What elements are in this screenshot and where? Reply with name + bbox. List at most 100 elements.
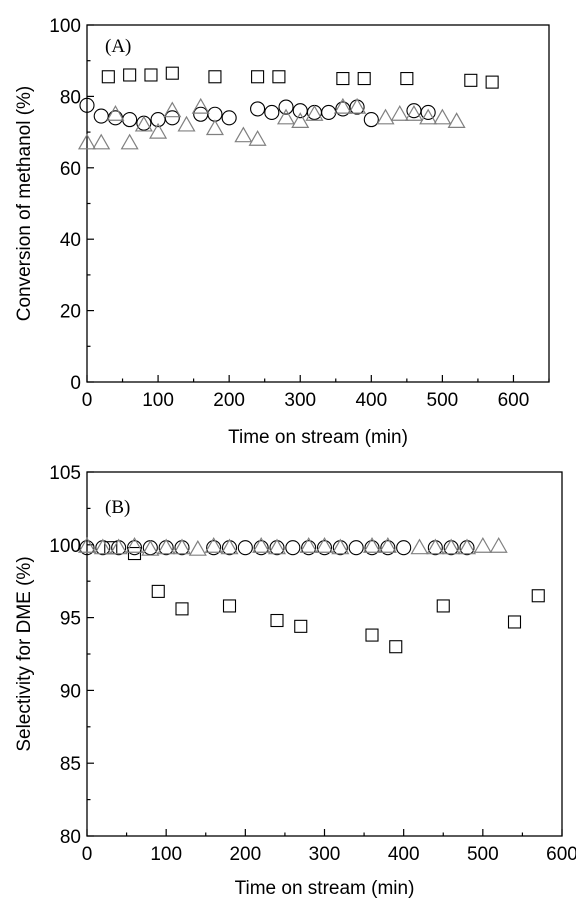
triangle-marker xyxy=(191,97,210,114)
circle-marker xyxy=(301,540,317,556)
triangle-marker xyxy=(248,130,267,146)
y-tick-label: 60 xyxy=(60,159,81,180)
triangle-marker xyxy=(315,537,334,553)
panel-b: 0 100 200 300 400 500 600 80 85 90 95 100 105 (B) Ti… xyxy=(14,463,576,899)
x-tick-label: 0 xyxy=(82,390,93,411)
panel-label-b: (B) xyxy=(105,497,130,518)
circle-marker xyxy=(316,540,333,556)
x-tick-label: 400 xyxy=(388,844,420,865)
y-tick-label: 80 xyxy=(60,827,81,848)
circle-marker xyxy=(364,540,380,556)
circle-marker xyxy=(420,104,436,121)
square-marker xyxy=(144,68,158,82)
triangle-marker xyxy=(77,537,97,553)
y-tick-label: 80 xyxy=(60,87,81,108)
circle-marker xyxy=(79,97,95,113)
triangle-marker xyxy=(473,537,492,553)
circle-marker xyxy=(285,540,301,556)
x-tick-label: 200 xyxy=(213,390,245,411)
square-marker xyxy=(222,599,237,613)
markers-a xyxy=(77,66,499,150)
ticks-b xyxy=(86,471,563,837)
square-marker xyxy=(357,72,371,86)
triangle-marker xyxy=(149,122,168,139)
square-marker xyxy=(175,602,189,616)
circle-marker xyxy=(321,104,337,121)
triangle-marker xyxy=(157,538,176,555)
x-tick-label: 500 xyxy=(427,390,459,411)
y-tick-label: 40 xyxy=(60,230,81,251)
circle-marker xyxy=(164,110,180,126)
triangle-marker xyxy=(333,97,352,114)
triangle-marker xyxy=(120,133,139,150)
circle-marker xyxy=(396,540,412,556)
plot-frame-b xyxy=(86,471,563,837)
x-axis-title-a: Time on stream (min) xyxy=(228,427,408,448)
triangle-marker xyxy=(276,108,296,125)
y-tick-label: 105 xyxy=(49,463,81,484)
circle-marker xyxy=(363,112,379,128)
panel-a: 0 100 200 300 400 500 600 0 20 40 60 80 100 (A) Time… xyxy=(14,16,550,448)
x-tick-label: 100 xyxy=(150,844,182,865)
square-marker xyxy=(251,70,265,84)
triangle-marker xyxy=(378,537,397,553)
triangle-marker xyxy=(426,538,445,555)
circle-marker xyxy=(142,540,158,556)
y-tick-label: 0 xyxy=(70,373,81,394)
circle-marker xyxy=(93,108,109,124)
triangle-marker xyxy=(376,108,395,125)
y-tick-label: 90 xyxy=(60,681,81,702)
y-axis-title-b: Selectivity for DME (%) xyxy=(14,556,35,751)
triangle-marker xyxy=(442,538,461,555)
circle-marker xyxy=(122,112,138,128)
square-marker xyxy=(365,628,379,642)
markers-b xyxy=(77,537,545,654)
ticks-a xyxy=(86,24,550,383)
square-marker xyxy=(272,70,286,84)
y-tick-label: 85 xyxy=(60,754,81,775)
triangle-marker xyxy=(331,538,350,555)
square-marker xyxy=(165,66,179,80)
circle-marker xyxy=(250,101,266,117)
tick-labels-a: 0 100 200 300 400 500 600 0 20 40 60 80 100 xyxy=(49,16,529,411)
y-axis-title-a: Conversion of methanol (%) xyxy=(14,86,35,322)
circle-marker xyxy=(107,110,123,126)
circle-marker xyxy=(207,106,223,122)
circle-marker xyxy=(253,540,269,556)
y-tick-label: 100 xyxy=(49,536,81,557)
y-tick-label: 20 xyxy=(60,302,81,323)
triangle-marker xyxy=(404,105,423,121)
circle-marker xyxy=(264,104,280,121)
square-marker xyxy=(208,70,222,84)
triangle-marker xyxy=(267,538,287,555)
circle-marker xyxy=(136,115,152,131)
triangle-marker xyxy=(433,108,452,125)
circle-marker xyxy=(292,103,308,119)
triangle-marker xyxy=(106,105,125,121)
triangle-marker xyxy=(134,115,153,132)
triangle-marker xyxy=(188,539,207,556)
plot-frame-a xyxy=(86,24,550,383)
triangle-marker xyxy=(205,119,224,136)
triangle-marker xyxy=(362,537,382,553)
triangle-marker xyxy=(291,112,310,128)
triangle-marker xyxy=(299,537,318,553)
triangle-marker xyxy=(204,537,223,553)
square-marker xyxy=(531,589,545,603)
circle-marker xyxy=(335,101,351,117)
square-marker xyxy=(101,70,115,84)
circle-marker xyxy=(348,540,364,556)
x-tick-label: 0 xyxy=(82,844,93,865)
triangle-marker xyxy=(92,133,111,150)
panel-label-a: (A) xyxy=(105,36,131,57)
triangle-marker xyxy=(252,537,271,553)
x-tick-label: 500 xyxy=(467,844,499,865)
y-tick-label: 95 xyxy=(60,609,81,630)
triangle-marker xyxy=(419,108,438,125)
triangle-marker xyxy=(93,538,112,555)
circle-marker xyxy=(79,540,95,556)
triangle-marker xyxy=(305,105,324,121)
x-tick-label: 600 xyxy=(546,844,576,865)
triangle-marker xyxy=(410,538,429,555)
